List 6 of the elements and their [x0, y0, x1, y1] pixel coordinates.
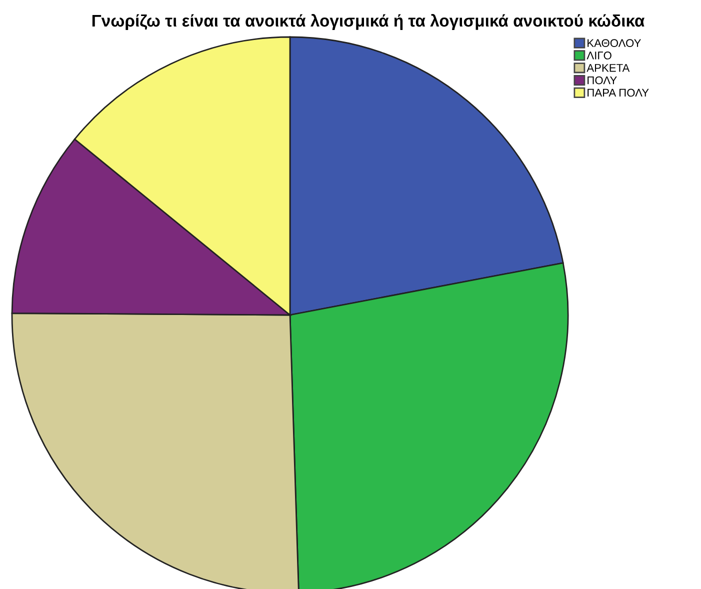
- legend-label: ΠΟΛΥ: [588, 76, 617, 84]
- legend-label: ΛΙΓΟ: [586, 52, 612, 60]
- legend-label: ΠΑΡΑ ΠΟΛΥ: [588, 88, 649, 97]
- legend-label: ΑΡΚΕΤΑ: [586, 64, 630, 72]
- legend-label: ΚΑΘΟΛΟΥ: [588, 39, 641, 47]
- chart-title: Γνωρίζω τι είναι τα ανοικτά λογισμικά ή τα λογισμικά ανοικτού κώδικα: [92, 14, 645, 30]
